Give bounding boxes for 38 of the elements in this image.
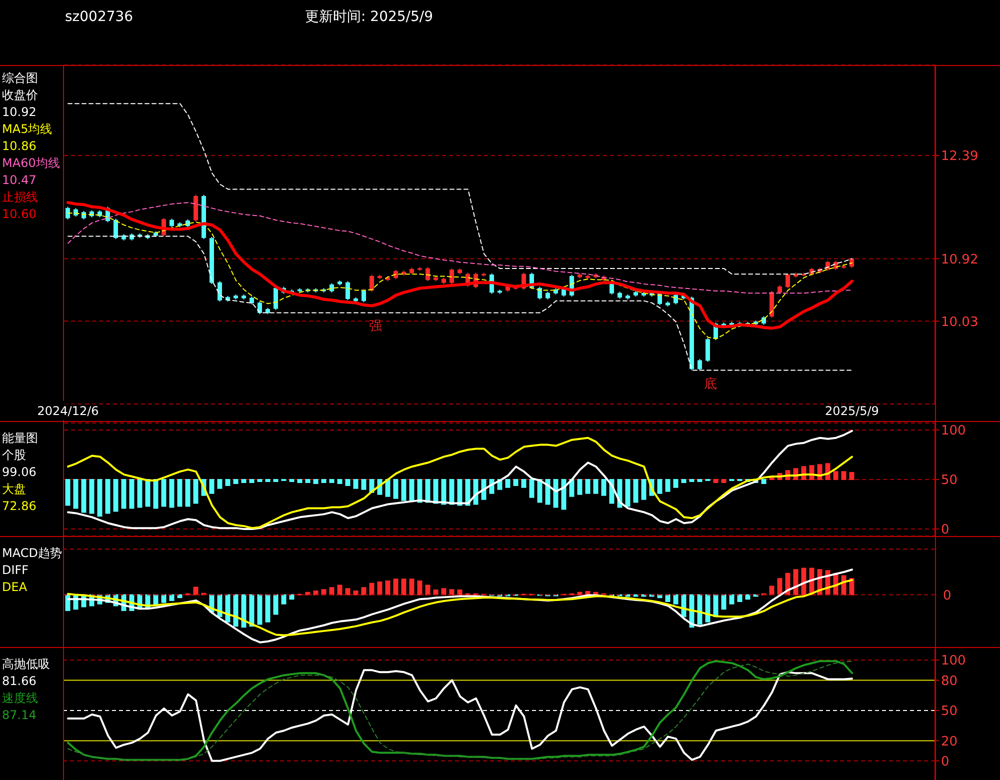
text: 10.92	[2, 104, 36, 121]
text: 止损线	[2, 189, 38, 206]
text: 综合图	[2, 70, 38, 87]
chart-title: MACD趋势	[2, 545, 62, 562]
y-tick-label: 12.39	[941, 149, 978, 164]
text: sz002736	[65, 9, 134, 25]
annotation: 底	[704, 377, 717, 393]
text: 87.14	[2, 707, 36, 724]
text: 个股	[2, 447, 26, 464]
y-tick-label: 50	[941, 473, 958, 488]
text: 收盘价	[2, 87, 38, 104]
text: 10.86	[2, 138, 36, 155]
x-tick-label: 2025/5/9	[825, 404, 879, 418]
text: MA60均线	[2, 155, 60, 172]
y-tick-label: 10.03	[941, 314, 978, 330]
y-tick-label: 20	[941, 734, 958, 750]
y-tick-label: 0	[941, 522, 950, 538]
text: DIFF	[2, 562, 29, 579]
text: DEA	[2, 579, 28, 596]
x-tick-label: 2024/12/6	[37, 404, 99, 418]
text: 高抛低吸	[2, 656, 50, 673]
text: 99.06	[2, 464, 36, 481]
text: MA5均线	[2, 121, 52, 138]
text: 10.60	[2, 206, 36, 223]
y-tick-label: 10.92	[941, 252, 978, 268]
text: 10.47	[2, 172, 36, 189]
text: 72.86	[2, 498, 36, 515]
annotation: 强	[369, 319, 382, 335]
text: 大盘	[2, 481, 26, 498]
text: 81.66	[2, 673, 36, 690]
y-tick-label: 80	[941, 674, 958, 689]
y-tick-label: 0	[941, 754, 950, 770]
text: 速度线	[2, 690, 38, 707]
y-tick-label: 100	[941, 654, 966, 669]
y-tick-label: 100	[941, 424, 966, 439]
y-tick-label: 50	[941, 704, 958, 720]
text: 更新时间: 2025/5/9	[305, 9, 434, 25]
text: 能量图	[2, 430, 38, 447]
